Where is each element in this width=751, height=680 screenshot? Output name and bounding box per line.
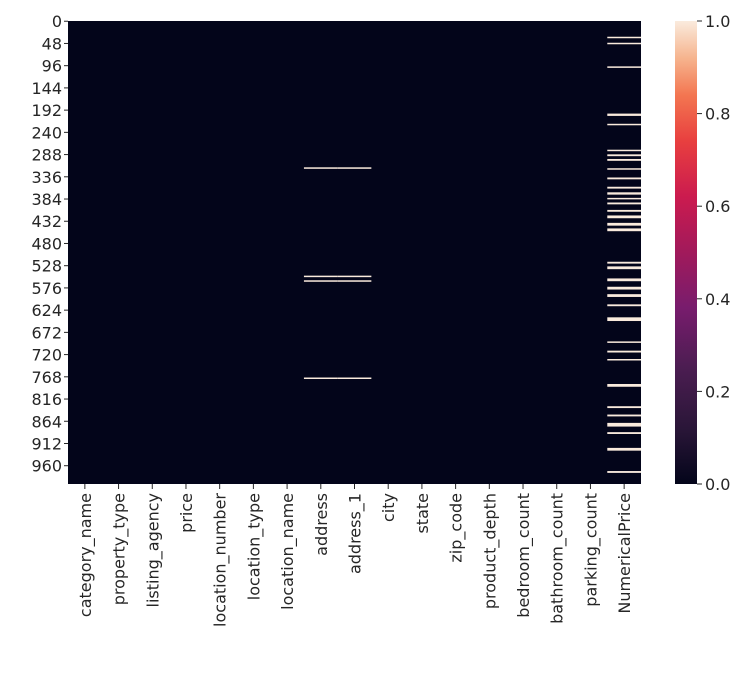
x-tick-label: state bbox=[413, 493, 432, 534]
heatmap-cell-missing bbox=[607, 304, 641, 307]
heatmap-cell-missing bbox=[607, 215, 641, 219]
x-tick-label: bathroom_count bbox=[548, 493, 568, 624]
y-tick-label: 96 bbox=[42, 57, 62, 76]
y-axis: 0 48 96 144 192 240 288 336 384 432 480 528 576 624 67… bbox=[31, 12, 68, 476]
x-tick-label: zip_code bbox=[447, 493, 467, 563]
x-tick-label: location_type bbox=[244, 493, 264, 600]
colorbar-tick-label: 0.2 bbox=[705, 382, 730, 401]
heatmap-background bbox=[68, 21, 641, 484]
heatmap-cell-missing bbox=[607, 447, 641, 451]
heatmap-cell-missing bbox=[607, 197, 641, 200]
heatmap-cell-missing bbox=[303, 167, 338, 169]
heatmap-cell-missing bbox=[303, 275, 338, 278]
y-tick-label: 720 bbox=[31, 346, 62, 365]
x-tick-label: location_name bbox=[278, 493, 298, 610]
colorbar-gradient bbox=[675, 21, 697, 484]
heatmap-cell-missing bbox=[607, 222, 641, 226]
y-tick-label: 336 bbox=[31, 168, 62, 187]
heatmap-cell-missing bbox=[607, 358, 641, 361]
y-tick-label: 672 bbox=[31, 323, 62, 342]
heatmap-cell-missing bbox=[607, 266, 641, 270]
y-tick-label: 624 bbox=[31, 301, 62, 320]
x-tick-label: bedroom_count bbox=[514, 493, 534, 618]
heatmap-cell-missing bbox=[607, 42, 641, 45]
heatmap-cell-missing bbox=[607, 177, 641, 180]
colorbar-tick-label: 0.8 bbox=[705, 105, 730, 124]
heatmap-cell-missing bbox=[607, 341, 641, 343]
heatmap-cell-missing bbox=[607, 471, 641, 473]
heatmap-cell-missing bbox=[607, 154, 641, 157]
y-tick-label: 912 bbox=[31, 434, 62, 453]
x-tick-label: address_1 bbox=[346, 493, 366, 574]
heatmap-cell-missing bbox=[607, 186, 641, 189]
x-tick-label: address bbox=[312, 493, 331, 556]
heatmap-cell-missing bbox=[337, 167, 372, 169]
heatmap-cell-missing bbox=[607, 36, 641, 39]
y-tick-label: 528 bbox=[31, 257, 62, 276]
heatmap-cell-missing bbox=[607, 123, 641, 126]
y-tick-label: 768 bbox=[31, 368, 62, 387]
x-tick-label: listing_agency bbox=[143, 493, 163, 607]
heatmap-cell-missing bbox=[607, 350, 641, 353]
y-tick-label: 960 bbox=[31, 457, 62, 476]
heatmap-cell-missing bbox=[337, 377, 372, 380]
heatmap-cell-missing bbox=[337, 280, 372, 282]
x-tick-label: parking_count bbox=[581, 493, 601, 607]
heatmap-cell-missing bbox=[607, 158, 641, 161]
y-tick-label: 816 bbox=[31, 390, 62, 409]
heatmap-cell-missing bbox=[303, 280, 338, 282]
heatmap-cell-missing bbox=[607, 286, 641, 290]
heatmap-cell-missing bbox=[607, 209, 641, 212]
y-tick-label: 864 bbox=[31, 412, 62, 431]
y-tick-label: 480 bbox=[31, 234, 62, 253]
heatmap-cell-missing bbox=[337, 275, 372, 278]
heatmap-cell-missing bbox=[607, 228, 641, 232]
x-axis: category_name property_type listing_agency… bbox=[76, 484, 634, 627]
heatmap-cell-missing bbox=[303, 377, 338, 380]
heatmap-cell-missing bbox=[607, 317, 641, 322]
heatmap-cell-missing bbox=[607, 261, 641, 264]
y-tick-label: 576 bbox=[31, 279, 62, 298]
y-tick-label: 48 bbox=[42, 34, 62, 53]
x-tick-label: product_depth bbox=[480, 493, 500, 609]
y-tick-label: 240 bbox=[31, 123, 62, 142]
x-tick-label: location_number bbox=[211, 493, 231, 627]
y-tick-label: 432 bbox=[31, 212, 62, 231]
y-tick-label: 384 bbox=[31, 190, 62, 209]
x-tick-label: NumericalPrice bbox=[615, 493, 634, 614]
colorbar-tick-label: 0.6 bbox=[705, 197, 730, 216]
y-tick-label: 288 bbox=[31, 146, 62, 165]
heatmap-cell-missing bbox=[607, 432, 641, 434]
heatmap-cell-missing bbox=[607, 406, 641, 409]
x-tick-label: category_name bbox=[76, 493, 96, 617]
x-tick-label: price bbox=[177, 493, 196, 533]
colorbar-tick-label: 1.0 bbox=[705, 12, 730, 31]
heatmap-cell-missing bbox=[607, 414, 641, 417]
heatmap-cell-missing bbox=[607, 294, 641, 297]
heatmap-cell-missing bbox=[607, 278, 641, 282]
heatmap-cell-missing bbox=[607, 192, 641, 195]
heatmap-cell-missing bbox=[607, 149, 641, 152]
y-tick-label: 192 bbox=[31, 101, 62, 120]
heatmap-plot-area bbox=[68, 21, 641, 484]
heatmap-cell-missing bbox=[607, 66, 641, 68]
heatmap-cell-missing bbox=[607, 422, 641, 427]
heatmap-cell-missing bbox=[607, 168, 641, 170]
x-tick-label: city bbox=[379, 493, 398, 522]
colorbar: 0.0 0.2 0.4 0.6 0.8 1.0 bbox=[675, 12, 730, 494]
x-tick-label: property_type bbox=[110, 493, 130, 605]
colorbar-tick-label: 0.4 bbox=[705, 290, 730, 309]
heatmap-cell-missing bbox=[607, 113, 641, 116]
heatmap-cell-missing bbox=[607, 202, 641, 205]
heatmap-cell-missing bbox=[607, 383, 641, 387]
y-tick-label: 0 bbox=[52, 12, 62, 31]
colorbar-tick-label: 0.0 bbox=[705, 475, 730, 494]
y-tick-label: 144 bbox=[31, 79, 62, 98]
